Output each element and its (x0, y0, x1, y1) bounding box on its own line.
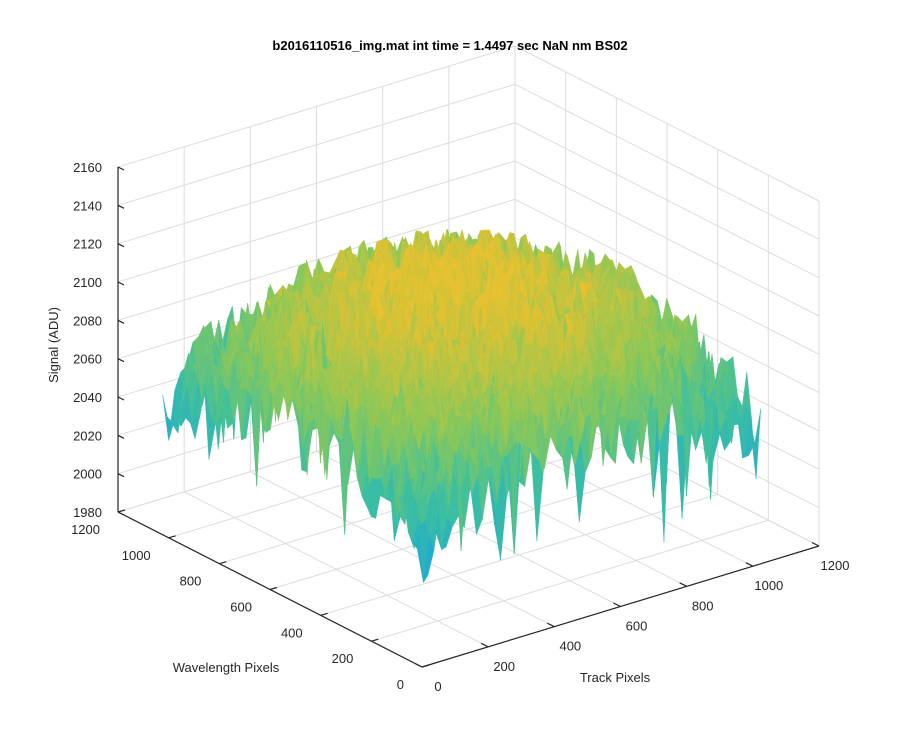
y-tick-mark (371, 638, 379, 642)
y-tick-label: 800 (180, 574, 202, 589)
y-tick-label: 1000 (122, 548, 151, 563)
y-tick-mark (219, 561, 227, 565)
back-wall-grid-line-z (117, 198, 516, 321)
y-tick-mark (168, 535, 176, 539)
z-tick-label: 2160 (73, 160, 102, 175)
z-tick-mark (117, 358, 125, 363)
z-tick-label: 2120 (73, 237, 102, 252)
x-tick-mark (745, 562, 754, 567)
x-tick-mark (811, 541, 820, 547)
y-tick-mark (117, 509, 126, 513)
x-tick-label: 600 (626, 619, 648, 634)
x-tick-mark (414, 662, 423, 668)
x-tick-label: 800 (692, 598, 714, 613)
x-tick-label: 1000 (754, 578, 783, 593)
y-tick-label: 200 (332, 651, 354, 666)
side-wall-grid-line-z (514, 198, 820, 355)
axis-layer (117, 166, 820, 668)
z-tick-mark (117, 473, 125, 478)
z-tick-label: 2100 (73, 275, 102, 290)
z-tick-label: 2080 (73, 313, 102, 328)
floor-grid-line-y (320, 493, 718, 616)
side-wall-grid-line-z (514, 45, 820, 202)
side-wall-grid-line-z (514, 122, 820, 279)
x-axis-label: Track Pixels (580, 670, 651, 685)
side-wall-grid-line-z (514, 160, 820, 317)
floor-grid-line-y (371, 519, 769, 642)
y-axis-label: Wavelength Pixels (173, 660, 280, 675)
surface (162, 229, 761, 583)
x-tick-mark (613, 602, 621, 608)
z-tick-mark (117, 204, 125, 209)
y-tick-mark (421, 664, 430, 668)
back-wall-grid-line-z (117, 45, 516, 168)
x-tick-label: 1200 (821, 558, 850, 573)
back-wall-grid-line-z (117, 122, 516, 245)
x-tick-label: 200 (493, 659, 515, 674)
z-tick-label: 2040 (73, 390, 102, 405)
x-tick-mark (547, 622, 555, 628)
z-tick-mark (117, 319, 125, 324)
y-tick-mark (269, 586, 278, 591)
z-tick-mark (117, 166, 125, 171)
z-tick-mark (117, 434, 125, 439)
z-tick-label: 2020 (73, 428, 102, 443)
y-tick-mark (320, 612, 328, 616)
floor-grid-line-y (269, 468, 668, 590)
z-tick-mark (117, 281, 125, 286)
back-wall-grid-line-z (117, 83, 516, 206)
y-tick-label: 600 (230, 600, 252, 615)
y-tick-label: 0 (397, 677, 404, 692)
x-tick-mark (480, 642, 489, 648)
tick-labels: 0 200 400 600 800 1000 1200 0 200 400 600 800 1000 12… (71, 160, 849, 694)
x-tick-label: 400 (559, 639, 581, 654)
z-tick-mark (117, 396, 125, 401)
y-tick-label: 1200 (71, 522, 100, 537)
z-tick-label: 2140 (73, 198, 102, 213)
surface-patch (749, 408, 761, 479)
z-tick-label: 1980 (73, 505, 102, 520)
z-tick-label: 2060 (73, 352, 102, 367)
z-tick-mark (117, 511, 125, 516)
side-wall-grid-line-z (514, 83, 820, 240)
z-tick-mark (117, 243, 125, 248)
x-tick-mark (679, 582, 687, 587)
back-wall-grid-line-z (117, 160, 516, 283)
y-tick-label: 400 (281, 625, 303, 640)
x-tick-label: 0 (434, 679, 441, 694)
z-axis-label: Signal (ADU) (46, 307, 61, 383)
chart-title: b2016110516_img.mat int time = 1.4497 se… (272, 38, 627, 53)
z-tick-label: 2000 (73, 467, 102, 482)
